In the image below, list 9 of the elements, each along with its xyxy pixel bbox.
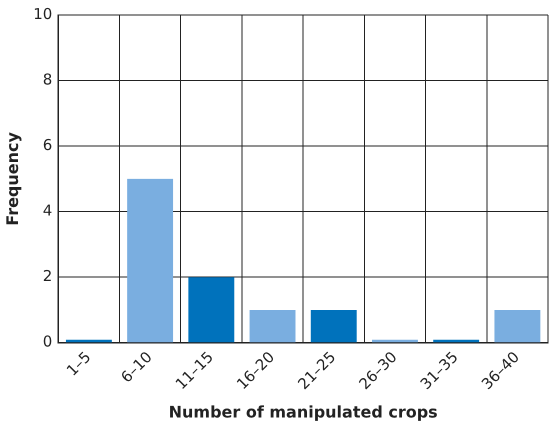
y-tick-label: 6 <box>42 136 52 154</box>
y-tick-label: 4 <box>42 202 52 220</box>
x-tick-label: 1–5 <box>62 348 94 380</box>
y-tick-label: 0 <box>42 332 52 351</box>
y-axis-title: Frequency <box>2 131 22 226</box>
y-tick-label: 8 <box>42 70 52 88</box>
x-axis-title: Number of manipulated crops <box>168 402 438 422</box>
y-tick-label: 2 <box>42 267 52 286</box>
y-tick-label: 10 <box>33 4 52 23</box>
